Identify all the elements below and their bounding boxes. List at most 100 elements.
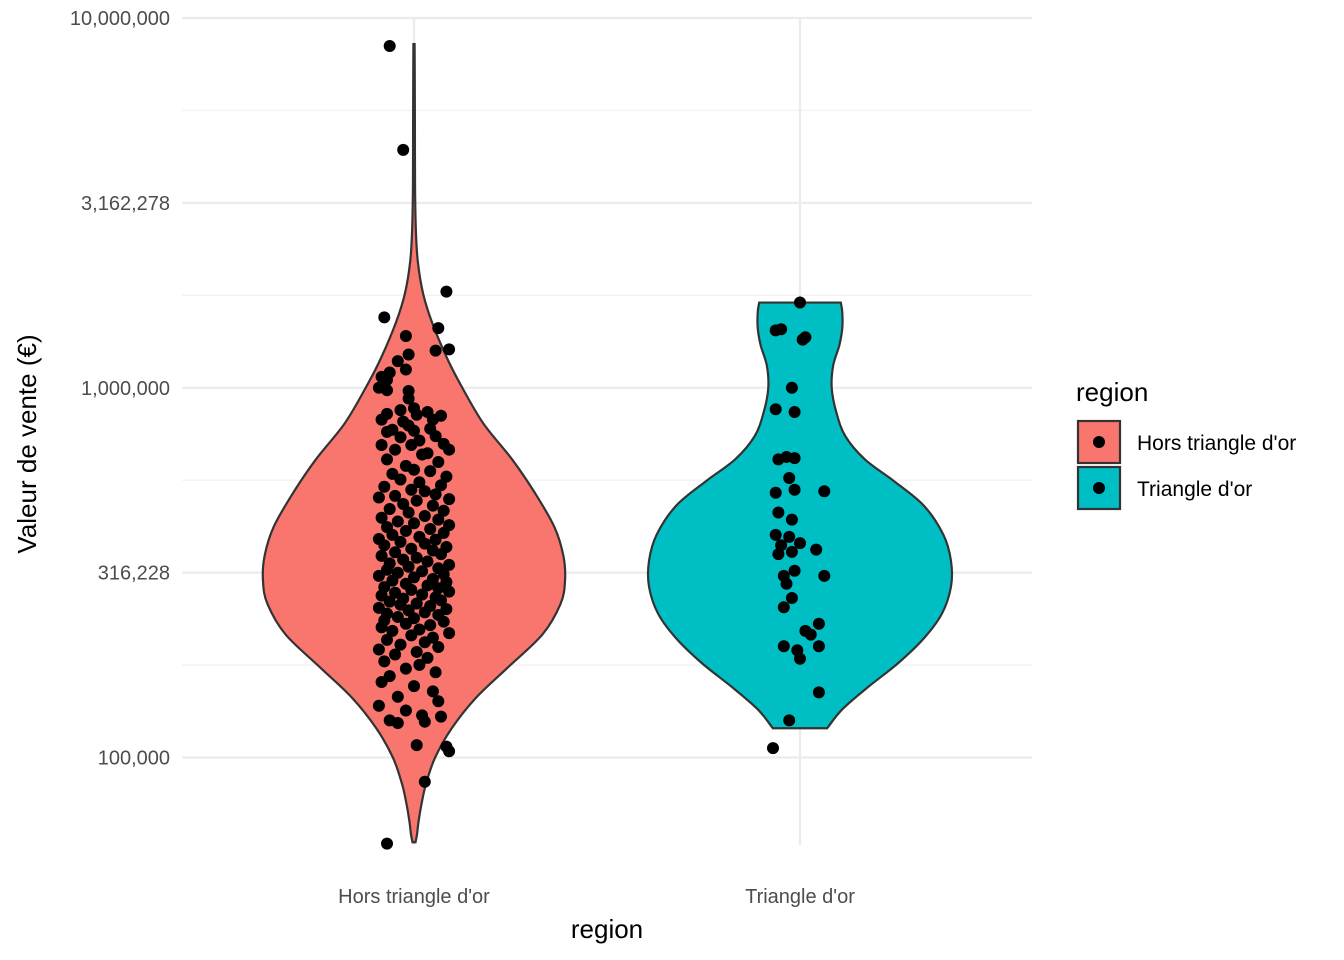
data-point (399, 704, 412, 717)
legend-title: region (1076, 377, 1148, 407)
data-point (812, 617, 825, 630)
data-point (402, 392, 415, 405)
data-point (418, 509, 431, 522)
data-point (788, 483, 801, 496)
data-point (785, 592, 798, 605)
data-point (378, 311, 391, 324)
data-point (381, 425, 393, 438)
data-point (432, 455, 445, 468)
data-point (440, 470, 453, 483)
data-point (418, 537, 431, 550)
data-point (783, 714, 796, 727)
data-point (783, 472, 796, 485)
data-point (772, 548, 785, 561)
data-point (794, 296, 806, 309)
data-point (437, 504, 450, 517)
data-point (386, 574, 399, 587)
data-point (429, 430, 442, 443)
data-point (435, 479, 447, 492)
y-axis-title: Valeur de vente (€) (12, 334, 42, 553)
data-point (818, 569, 831, 582)
data-point (372, 569, 385, 582)
data-point (402, 560, 415, 573)
data-point (794, 652, 806, 665)
data-point (775, 323, 788, 336)
data-point (443, 585, 456, 598)
data-point (399, 662, 412, 675)
data-point (372, 643, 385, 656)
data-point (812, 640, 825, 653)
data-point (383, 40, 396, 52)
data-point (375, 413, 388, 426)
data-point (443, 745, 456, 758)
data-point (410, 551, 423, 564)
data-point (777, 640, 790, 653)
data-point (432, 641, 445, 654)
data-point (410, 597, 423, 610)
y-axis-ticks: 100,000 316,228 1,000,000 3,162,278 10,000,0… (70, 8, 170, 770)
data-point (389, 546, 402, 559)
data-point (767, 742, 779, 755)
data-point (381, 837, 393, 850)
data-point (418, 636, 431, 649)
data-point (432, 322, 445, 335)
violin-triangle (646, 301, 954, 730)
data-point (405, 483, 418, 496)
data-point (410, 408, 423, 421)
data-point (372, 491, 385, 504)
data-point (432, 695, 445, 708)
data-point (378, 539, 391, 552)
data-point (429, 344, 442, 357)
data-point (432, 582, 445, 595)
data-point (399, 617, 412, 630)
x-tick-label: Triangle d'or (745, 886, 855, 908)
legend-label: Hors triangle d'or (1137, 432, 1296, 455)
data-point (810, 543, 823, 556)
data-point (397, 143, 410, 156)
data-point (391, 690, 404, 703)
data-point (408, 463, 420, 476)
data-point (788, 452, 801, 465)
data-point (405, 542, 418, 555)
data-point (391, 716, 404, 729)
data-point (405, 583, 418, 596)
data-point (424, 619, 437, 632)
y-tick-label: 1,000,000 (81, 378, 170, 400)
data-point (413, 476, 426, 489)
data-point (394, 473, 407, 486)
data-point (443, 493, 456, 506)
data-point (375, 549, 388, 562)
data-point (443, 558, 456, 571)
data-point (426, 499, 439, 512)
data-point (769, 528, 782, 541)
data-point (429, 666, 442, 679)
data-point (437, 615, 450, 628)
data-point (394, 404, 407, 417)
data-point (437, 526, 450, 539)
data-point (777, 601, 790, 614)
data-point (381, 453, 393, 466)
data-point (443, 443, 456, 456)
data-point (386, 528, 399, 541)
data-point (408, 517, 420, 530)
data-point (389, 489, 402, 502)
data-point (408, 571, 420, 584)
legend-label: Triangle d'or (1137, 478, 1252, 501)
data-point (399, 330, 412, 343)
data-point (381, 384, 393, 397)
data-point (429, 488, 442, 501)
data-point (785, 381, 798, 394)
data-point (378, 480, 391, 493)
data-point (410, 494, 423, 507)
data-point (432, 513, 445, 526)
data-point (399, 363, 412, 376)
jitter-points (372, 40, 831, 850)
y-tick-label: 316,228 (98, 563, 170, 585)
data-point (794, 537, 806, 550)
data-point (418, 715, 431, 728)
data-point (818, 485, 831, 498)
data-point (410, 645, 423, 658)
data-point (416, 588, 429, 601)
data-point (424, 465, 437, 478)
data-point (372, 699, 385, 712)
